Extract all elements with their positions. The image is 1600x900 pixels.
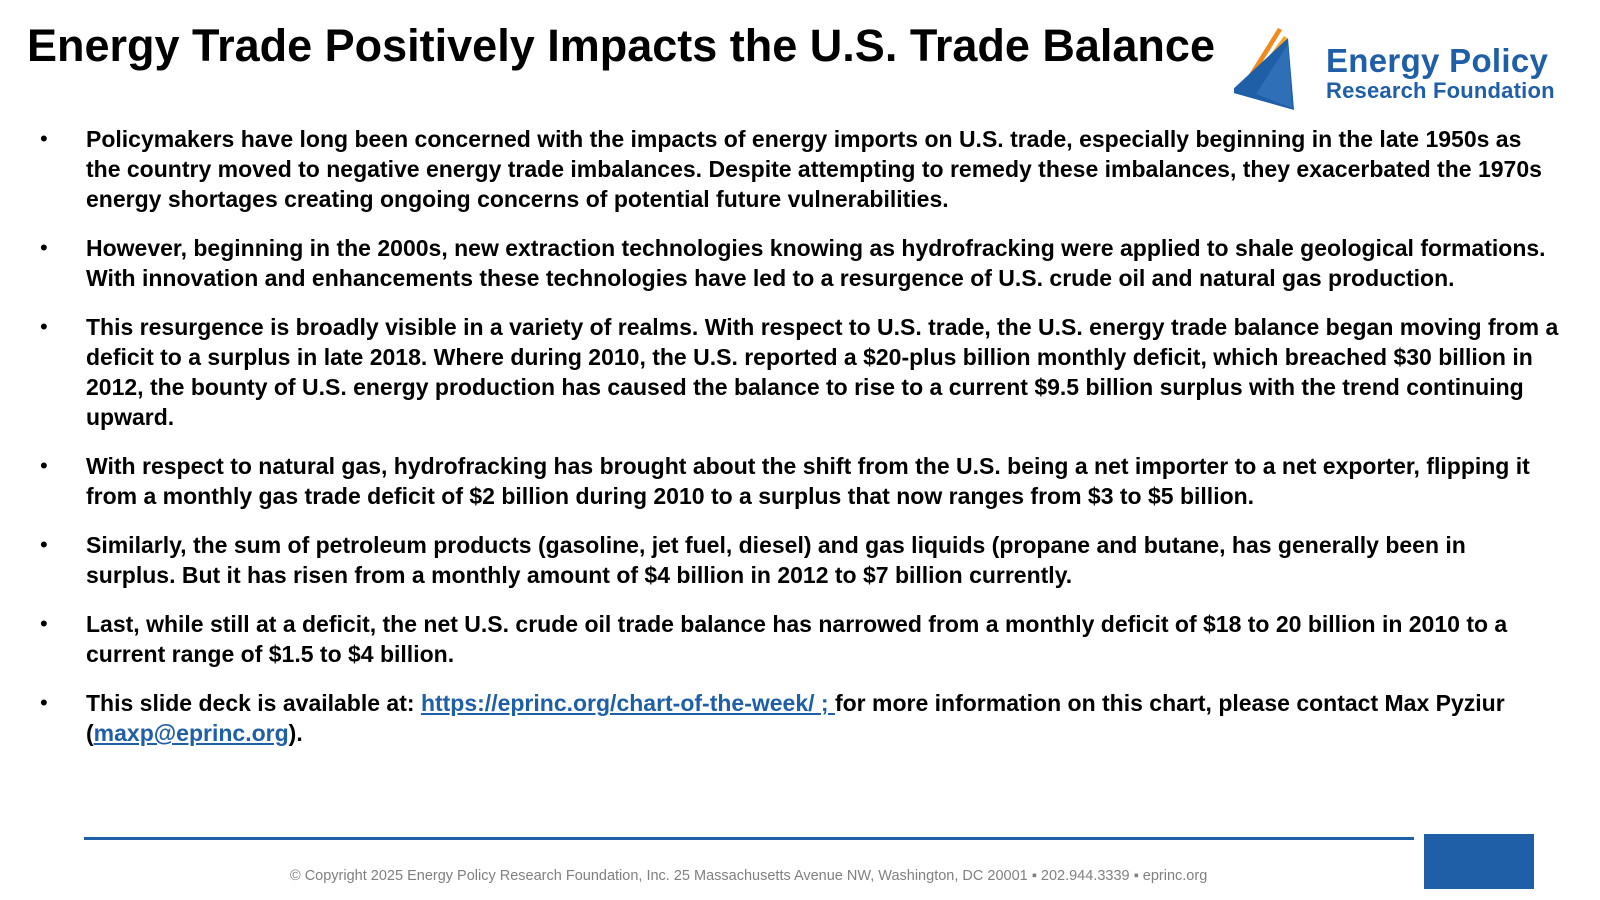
footer-copyright: © Copyright 2025 Energy Policy Research … xyxy=(290,868,1208,884)
bullet-list: • Policymakers have long been concerned … xyxy=(40,124,1560,767)
bullet-text: This resurgence is broadly visible in a … xyxy=(86,314,1559,430)
bullet-dot-icon: • xyxy=(40,690,48,715)
bullet-text: Similarly, the sum of petroleum products… xyxy=(86,532,1466,588)
bullet-dot-icon: • xyxy=(40,611,48,636)
bullet-dot-icon: • xyxy=(40,235,48,260)
bullet-item: • With respect to natural gas, hydrofrac… xyxy=(40,451,1560,511)
epr-foundation-logo: Energy Policy Research Foundation xyxy=(1234,24,1594,114)
logo-line-2: Research Foundation xyxy=(1326,78,1555,103)
contact-bullet: • This slide deck is available at: https… xyxy=(40,688,1560,748)
bullet-item: • Last, while still at a deficit, the ne… xyxy=(40,609,1560,669)
slide-title: Energy Trade Positively Impacts the U.S.… xyxy=(27,20,1215,71)
orange-blue-sail-mark-icon xyxy=(1234,28,1294,110)
bullet-text: Last, while still at a deficit, the net … xyxy=(86,611,1508,667)
logo-wordmark: Energy Policy Research Foundation xyxy=(1326,44,1555,104)
bullet-dot-icon: • xyxy=(40,532,48,557)
contact-prefix-text: This slide deck is available at: xyxy=(86,690,421,716)
bullet-item: • Similarly, the sum of petroleum produc… xyxy=(40,530,1560,590)
contact-middle-text: for more information on this chart, plea… xyxy=(86,690,1505,746)
footer-accent-block xyxy=(1424,834,1534,889)
contact-email-link[interactable]: maxp@eprinc.org xyxy=(93,720,289,746)
logo-line-1: Energy Policy xyxy=(1326,42,1549,79)
bullet-dot-icon: • xyxy=(40,314,48,339)
bullet-dot-icon: • xyxy=(40,126,48,151)
bullet-item: • This resurgence is broadly visible in … xyxy=(40,312,1560,432)
bullet-text: With respect to natural gas, hydrofracki… xyxy=(86,453,1530,509)
bullet-dot-icon: • xyxy=(40,453,48,478)
footer-divider xyxy=(84,837,1414,840)
chart-of-the-week-link[interactable]: https://eprinc.org/chart-of-the-week/ ; xyxy=(420,690,835,716)
bullet-item: • Policymakers have long been concerned … xyxy=(40,124,1560,214)
bullet-item: • However, beginning in the 2000s, new e… xyxy=(40,233,1560,293)
bullet-text: Policymakers have long been concerned wi… xyxy=(86,126,1542,212)
contact-suffix-text: ). xyxy=(288,720,303,746)
bullet-text: However, beginning in the 2000s, new ext… xyxy=(86,235,1546,291)
